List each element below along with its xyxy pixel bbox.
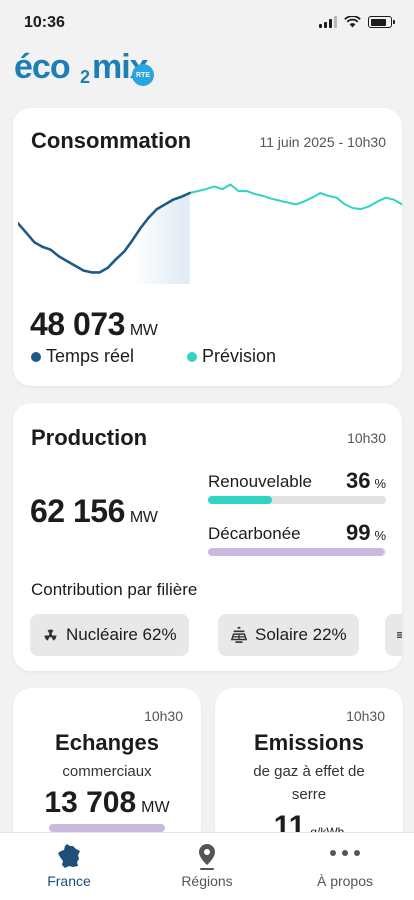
tab-regions[interactable]: Régions [138, 833, 276, 900]
ecomix-logo: éco 2 mix RTE [14, 50, 164, 92]
production-timestamp: 10h30 [347, 430, 386, 446]
decarbonee-value: 99% [345, 520, 386, 545]
echanges-timestamp: 10h30 [144, 708, 183, 724]
wifi-icon [344, 16, 361, 28]
solar-panel-icon [230, 626, 248, 643]
echanges-value: 13 708 MW [44, 786, 170, 819]
chip-solaire[interactable]: Solaire 22% [218, 614, 359, 656]
chart-area-shading [132, 193, 190, 284]
emissions-subtitle: de gaz à effet de serre [253, 763, 365, 803]
legend-temps-reel: Temps réel [31, 346, 134, 367]
renouvelable-bar [208, 496, 386, 504]
renouvelable-value: 36% [345, 468, 386, 493]
emissions-timestamp: 10h30 [346, 708, 385, 724]
production-title: Production [31, 425, 148, 450]
legend-prevision: Prévision [187, 346, 276, 367]
decarbonee-bar [208, 548, 386, 556]
status-bar: 10:36 [0, 0, 414, 48]
consommation-timestamp: 11 juin 2025 - 10h30 [259, 134, 386, 150]
consommation-card[interactable]: Consommation 11 juin 2025 - 10h30 48 073… [13, 108, 402, 386]
production-value: 62 156 MW [30, 493, 158, 529]
tab-a-propos[interactable]: À propos [276, 833, 414, 900]
tab-france-label: France [47, 873, 91, 889]
rte-badge: RTE [132, 64, 154, 86]
tab-regions-label: Régions [181, 873, 233, 889]
tab-france[interactable]: France [0, 833, 138, 900]
echanges-card[interactable]: 10h30 Echanges commerciaux 13 708 MW [13, 688, 201, 848]
echanges-bar [49, 824, 165, 832]
renouvelable-bar-fill [208, 496, 273, 504]
renouvelable-label: Renouvelable [208, 472, 312, 491]
consommation-chart [18, 183, 402, 284]
production-card[interactable]: Production 10h30 62 156 MW Renouvelable 3… [13, 403, 402, 671]
consommation-unit: MW [129, 322, 158, 339]
consommation-value: 48 073 MW [30, 306, 158, 342]
tab-bar: France Régions À propos [0, 832, 414, 900]
status-time: 10:36 [24, 14, 65, 31]
echanges-unit: MW [141, 799, 170, 816]
series-line-prevision [188, 183, 402, 211]
echanges-subtitle: commerciaux [62, 763, 152, 780]
chip-nucleaire[interactable]: Nucléaire 62% [30, 614, 189, 656]
legend-dot-real [31, 351, 41, 362]
status-icons [319, 16, 395, 28]
consommation-title: Consommation [31, 128, 192, 153]
cellular-signal-icon [319, 16, 337, 28]
echanges-title: Echanges [55, 730, 159, 755]
contribution-label: Contribution par filière [31, 580, 198, 599]
emissions-title: Emissions [253, 730, 365, 755]
decarbonee-bar-fill [208, 548, 385, 556]
legend-dot-forecast [187, 351, 197, 362]
chip-next-partial[interactable] [385, 614, 402, 656]
battery-icon [368, 16, 395, 28]
location-pin-icon [199, 844, 215, 870]
wind-icon [397, 632, 402, 638]
emissions-card[interactable]: 10h30 Emissions de gaz à effet de serre … [215, 688, 403, 848]
production-unit: MW [129, 509, 158, 526]
france-map-icon [58, 844, 80, 868]
more-dots-icon [330, 850, 360, 856]
decarbonee-label: Décarbonée [208, 524, 301, 543]
series-line-temps-reel [18, 191, 191, 274]
radiation-icon [44, 629, 57, 641]
tab-a-propos-label: À propos [316, 873, 374, 889]
